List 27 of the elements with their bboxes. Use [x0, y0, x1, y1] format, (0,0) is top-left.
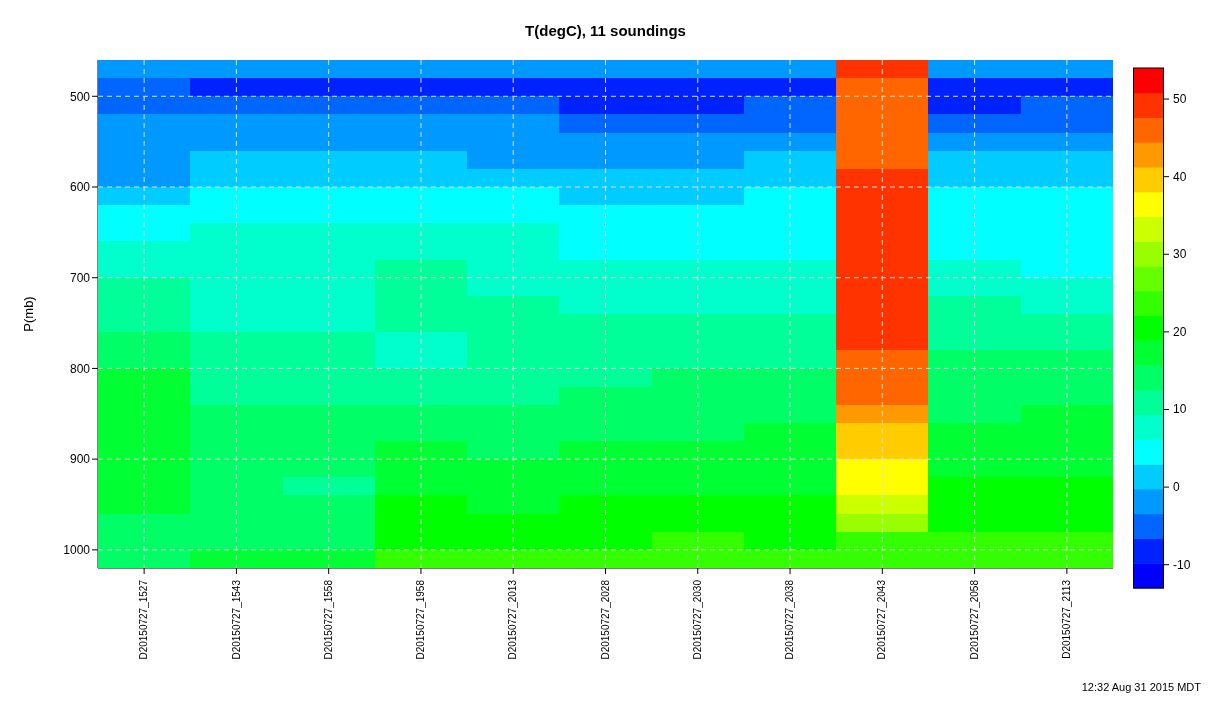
y-axis-title: P(mb)	[20, 296, 36, 332]
y-tick-label: 1000	[63, 543, 91, 558]
y-tick-label: 900	[69, 452, 91, 467]
text: 12:32 Aug 31 2015 MDT	[1081, 681, 1201, 693]
x-tick-label: D20150727_2028	[599, 579, 611, 660]
x-tick-label: D20150727_2030	[691, 579, 703, 660]
color-bar-label: 10	[1173, 402, 1187, 417]
y-tick-label: 700	[69, 270, 91, 285]
x-tick-label: D20150727_2013	[507, 579, 519, 660]
color-bar-label: 30	[1173, 247, 1187, 262]
x-tick-label: D20150727_2043	[876, 579, 888, 660]
y-tick-label: 600	[69, 180, 91, 195]
x-tick-label: D20150727_2113	[1060, 579, 1072, 659]
x-tick-label: D20150727_1543	[230, 579, 242, 660]
x-tick-label: D20150727_2038	[784, 579, 796, 660]
y-tick-label: 800	[69, 361, 91, 376]
color-bar-label: 40	[1173, 169, 1187, 184]
x-tick-label: D20150727_1558	[322, 579, 334, 660]
color-bar-label: 0	[1173, 480, 1180, 495]
color-bar-label: 20	[1173, 324, 1187, 339]
x-tick-label: D20150727_2058	[968, 579, 980, 660]
x-tick-label: D20150727_1958	[415, 579, 427, 660]
x-tick-label: D20150727_1527	[138, 579, 150, 660]
color-bar-label: 50	[1173, 92, 1187, 107]
color-bar-label: -10	[1173, 557, 1191, 572]
chart-title: T(degC), 11 soundings	[524, 22, 687, 39]
y-tick-label: 500	[69, 89, 91, 104]
